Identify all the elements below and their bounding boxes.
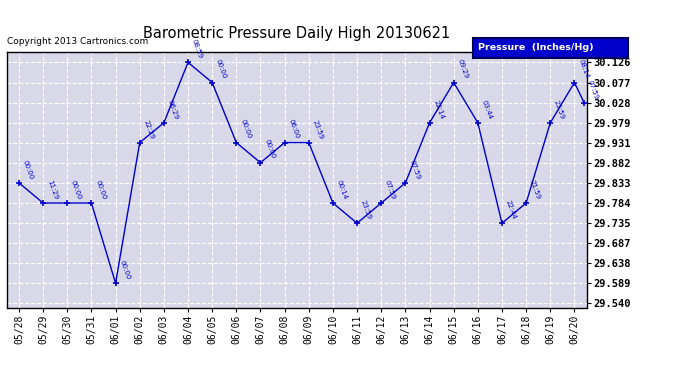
Text: 00:00: 00:00 bbox=[239, 118, 252, 140]
Text: 08:59: 08:59 bbox=[191, 39, 204, 60]
Text: 22:14: 22:14 bbox=[433, 99, 445, 120]
Text: 03:44: 03:44 bbox=[481, 99, 493, 120]
Text: Pressure  (Inches/Hg): Pressure (Inches/Hg) bbox=[478, 44, 594, 52]
Text: 11:29: 11:29 bbox=[46, 179, 59, 200]
Text: 00:00: 00:00 bbox=[70, 179, 83, 200]
Text: 07:59: 07:59 bbox=[587, 79, 600, 100]
Text: Barometric Pressure Daily High 20130621: Barometric Pressure Daily High 20130621 bbox=[143, 26, 451, 41]
Text: 00:00: 00:00 bbox=[264, 139, 276, 160]
Text: 08:14: 08:14 bbox=[578, 58, 590, 80]
Text: 00:14: 00:14 bbox=[336, 179, 348, 200]
Text: 07:59: 07:59 bbox=[384, 179, 397, 200]
Text: 00:00: 00:00 bbox=[215, 58, 228, 80]
Text: 22:29: 22:29 bbox=[143, 119, 155, 140]
Text: 00:00: 00:00 bbox=[119, 259, 131, 280]
Text: 23:59: 23:59 bbox=[553, 99, 566, 120]
Text: 06:29: 06:29 bbox=[167, 99, 179, 120]
Text: 09:29: 09:29 bbox=[457, 58, 469, 80]
Text: 23:59: 23:59 bbox=[360, 200, 373, 220]
Text: 00:00: 00:00 bbox=[22, 159, 34, 180]
Text: 06:00: 06:00 bbox=[288, 118, 300, 140]
Text: 07:59: 07:59 bbox=[408, 159, 421, 180]
Text: 22:44: 22:44 bbox=[505, 200, 518, 220]
Text: 00:00: 00:00 bbox=[95, 179, 107, 200]
Text: 21:59: 21:59 bbox=[529, 179, 542, 200]
Text: Copyright 2013 Cartronics.com: Copyright 2013 Cartronics.com bbox=[7, 38, 148, 46]
Text: 23:59: 23:59 bbox=[312, 119, 324, 140]
